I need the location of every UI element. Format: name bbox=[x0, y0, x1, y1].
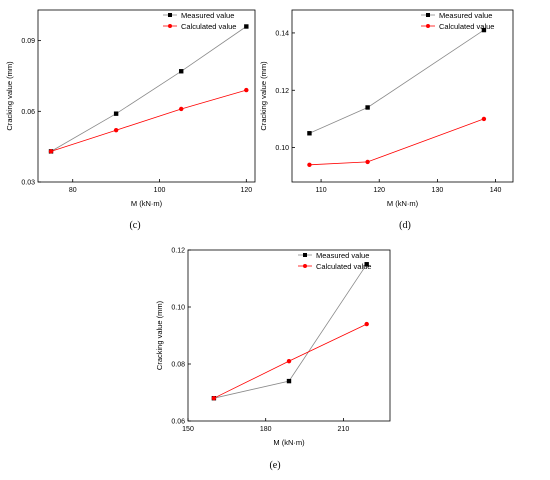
data-point-calculated bbox=[211, 396, 217, 401]
x-tick-label: 120 bbox=[373, 187, 385, 194]
series-line-0 bbox=[50, 26, 247, 152]
y-tick-label: 0.09 bbox=[21, 38, 35, 45]
data-point-calculated bbox=[113, 127, 119, 133]
data-point-calculated bbox=[364, 321, 369, 327]
legend-marker bbox=[426, 13, 430, 17]
y-tick-label: 0.03 bbox=[21, 180, 35, 187]
data-point-calculated bbox=[179, 106, 184, 112]
x-axis-label: M (kN·m) bbox=[131, 199, 163, 208]
legend-label: Measured value bbox=[316, 251, 369, 260]
x-tick-label: 210 bbox=[338, 426, 350, 433]
y-axis-label: Cracking value (mm) bbox=[259, 61, 268, 131]
data-point-calculated bbox=[481, 116, 487, 122]
x-tick-label: 140 bbox=[490, 187, 502, 194]
y-tick-label: 0.06 bbox=[171, 419, 185, 426]
data-point-calculated bbox=[48, 149, 54, 154]
x-tick-label: 180 bbox=[260, 426, 272, 433]
x-tick-label: 100 bbox=[154, 187, 166, 194]
data-point-measured bbox=[244, 24, 249, 29]
x-axis-label: M (kN·m) bbox=[273, 438, 305, 447]
y-axis-label: Cracking value (mm) bbox=[5, 61, 14, 131]
x-tick-label: 150 bbox=[182, 426, 194, 433]
chart-panel-0: 80 100 120 0.03 0.06 0.09 M (kN·m) Cracking val… bbox=[5, 9, 256, 231]
chart-panel-1: 110 120 130 140 0.10 0.12 0.14 M (kN·m) Cracking… bbox=[259, 9, 514, 231]
chart-panel-2: 150 180 210 0.06 0.08 0.10 0.12 M (kN·m) Crackin… bbox=[155, 248, 391, 471]
x-tick-label: 120 bbox=[240, 187, 252, 194]
y-tick-label: 0.06 bbox=[21, 109, 35, 116]
data-point-calculated bbox=[286, 358, 292, 364]
x-axis-label: M (kN·m) bbox=[387, 199, 419, 208]
legend-label: Measured value bbox=[439, 11, 492, 20]
panel-label: (c) bbox=[129, 220, 140, 231]
y-tick-label: 0.08 bbox=[171, 362, 185, 369]
data-point-measured bbox=[286, 378, 292, 384]
legend-label: Calculated value bbox=[316, 262, 371, 271]
panel-label: (d) bbox=[399, 220, 411, 231]
legend-marker bbox=[303, 264, 307, 268]
x-tick-label: 80 bbox=[69, 187, 77, 194]
series-line-0 bbox=[213, 264, 368, 399]
plot-frame bbox=[37, 9, 256, 183]
plot-frame bbox=[291, 9, 514, 183]
legend-marker bbox=[168, 13, 172, 17]
data-point-measured bbox=[481, 27, 487, 33]
y-tick-label: 0.12 bbox=[275, 88, 289, 95]
legend-marker bbox=[168, 24, 172, 28]
y-tick-label: 0.14 bbox=[275, 30, 289, 37]
legend-label: Calculated value bbox=[181, 22, 236, 31]
legend-label: Measured value bbox=[181, 11, 234, 20]
y-tick-label: 0.12 bbox=[171, 248, 185, 255]
legend: Measured value Calculated value bbox=[298, 251, 371, 271]
legend-label: Calculated value bbox=[439, 22, 494, 31]
legend-marker bbox=[303, 253, 307, 257]
legend-marker bbox=[426, 24, 430, 28]
legend: Measured value Calculated value bbox=[421, 11, 494, 31]
data-point-measured bbox=[113, 111, 119, 116]
y-axis-label: Cracking value (mm) bbox=[155, 300, 164, 370]
data-point-calculated bbox=[307, 162, 312, 167]
series-line-1 bbox=[50, 89, 247, 152]
data-point-measured bbox=[364, 262, 369, 267]
series-line-1 bbox=[309, 118, 485, 166]
data-point-measured bbox=[365, 105, 370, 110]
panel-label: (e) bbox=[269, 460, 280, 471]
x-tick-label: 130 bbox=[432, 187, 444, 194]
series-line-0 bbox=[309, 29, 485, 134]
data-point-measured bbox=[307, 131, 312, 136]
y-tick-label: 0.10 bbox=[275, 145, 289, 152]
data-point-measured bbox=[179, 69, 184, 74]
legend: Measured value Calculated value bbox=[163, 11, 236, 31]
data-point-calculated bbox=[244, 87, 249, 93]
plot-frame bbox=[187, 249, 391, 422]
data-point-calculated bbox=[365, 159, 370, 165]
y-tick-label: 0.10 bbox=[171, 305, 185, 312]
x-tick-label: 110 bbox=[315, 187, 326, 194]
